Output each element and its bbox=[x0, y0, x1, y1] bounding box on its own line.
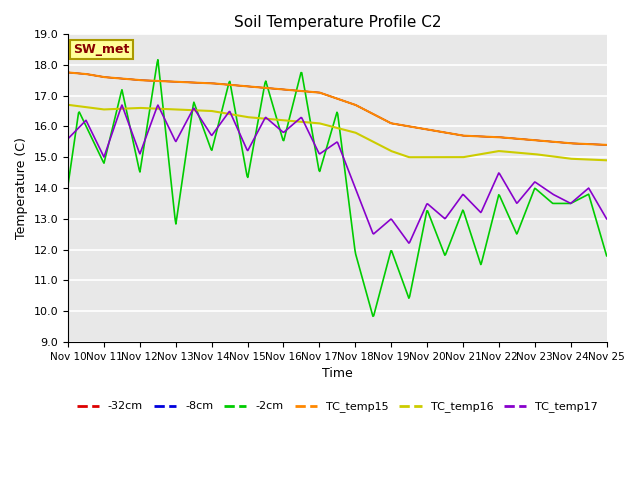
Legend: -32cm, -8cm, -2cm, TC_temp15, TC_temp16, TC_temp17: -32cm, -8cm, -2cm, TC_temp15, TC_temp16,… bbox=[72, 397, 603, 417]
Y-axis label: Temperature (C): Temperature (C) bbox=[15, 137, 28, 239]
Text: SW_met: SW_met bbox=[74, 43, 130, 56]
X-axis label: Time: Time bbox=[322, 367, 353, 380]
Title: Soil Temperature Profile C2: Soil Temperature Profile C2 bbox=[234, 15, 441, 30]
